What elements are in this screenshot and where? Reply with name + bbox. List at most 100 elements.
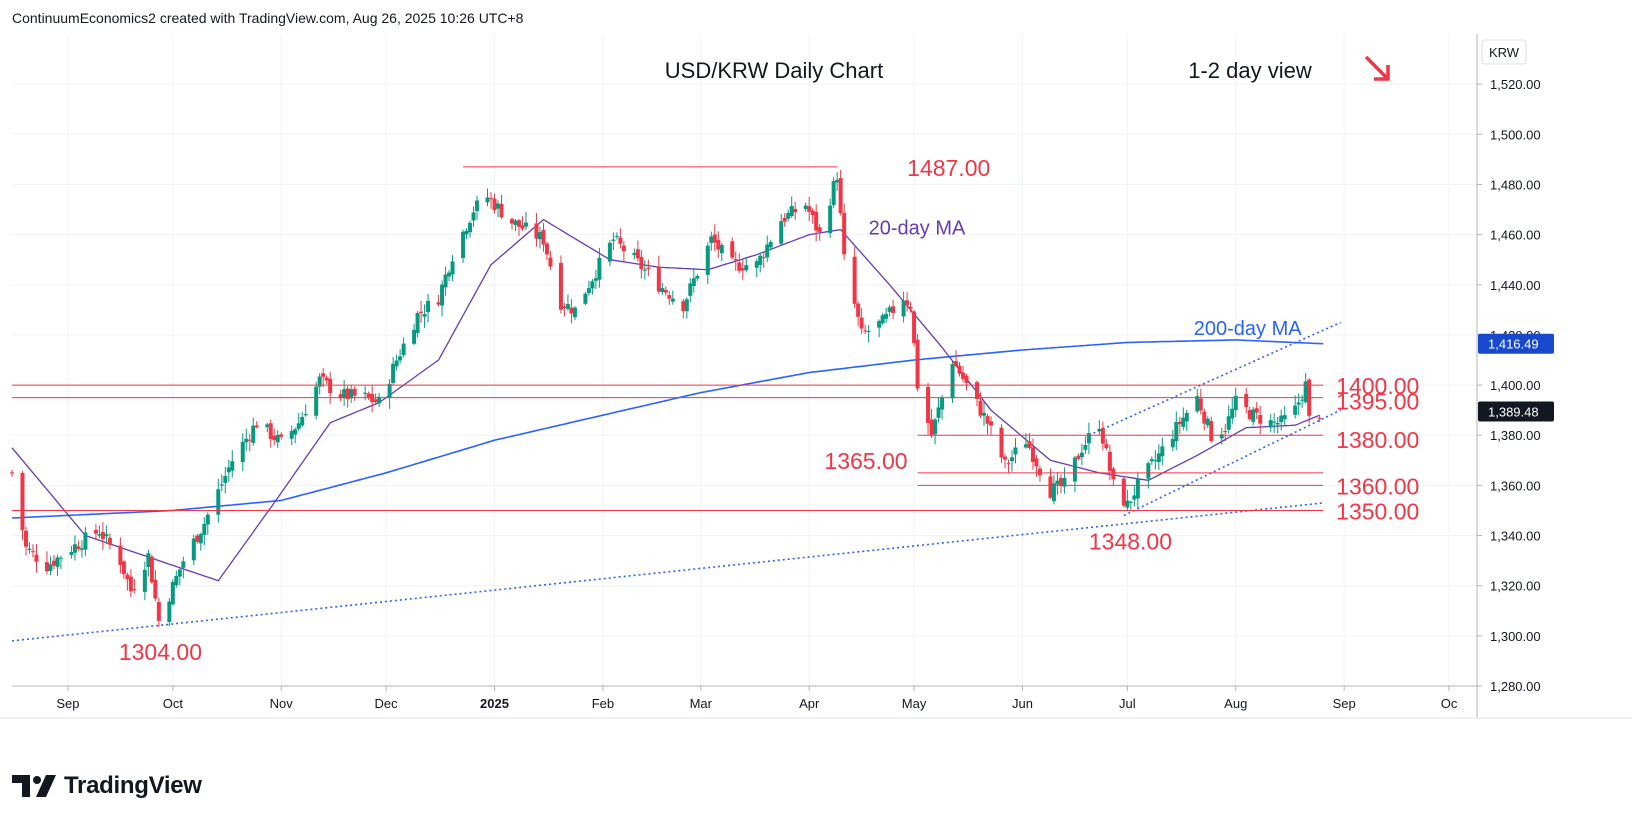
candle bbox=[251, 417, 256, 446]
candle bbox=[754, 258, 759, 278]
candle-body bbox=[443, 274, 448, 288]
x-tick-label: Sep bbox=[1333, 696, 1356, 711]
candle-body bbox=[758, 255, 763, 265]
series-label: 20-day MA bbox=[869, 218, 966, 240]
candle-body bbox=[537, 232, 542, 240]
candle bbox=[153, 570, 158, 602]
candle bbox=[954, 350, 959, 368]
candle-body bbox=[516, 220, 521, 227]
candle bbox=[69, 546, 74, 559]
candle bbox=[443, 266, 448, 296]
candle-body bbox=[509, 218, 514, 224]
candle bbox=[146, 549, 151, 577]
chart-grid bbox=[12, 34, 1477, 687]
candle bbox=[1027, 433, 1032, 451]
candle bbox=[321, 368, 326, 388]
candle-body bbox=[1317, 417, 1322, 419]
moving-averages bbox=[11, 218, 1324, 582]
candle-body bbox=[761, 257, 766, 259]
candle-body bbox=[1076, 455, 1081, 460]
candle-body bbox=[1149, 459, 1154, 462]
candle bbox=[76, 540, 81, 552]
candle bbox=[349, 384, 354, 403]
candle-body bbox=[93, 529, 98, 534]
y-tick-label: 1,320.00 bbox=[1490, 579, 1541, 594]
candle bbox=[593, 269, 598, 290]
candle bbox=[1279, 409, 1284, 431]
candle bbox=[23, 526, 28, 556]
candle bbox=[534, 213, 539, 247]
candle bbox=[999, 424, 1004, 463]
candle-body bbox=[76, 546, 81, 550]
candle-body bbox=[779, 221, 784, 244]
last-price-label: 1,389.48 bbox=[1488, 404, 1539, 419]
candle bbox=[1205, 416, 1210, 429]
candle-body bbox=[1111, 468, 1116, 480]
candle bbox=[548, 251, 553, 271]
candle bbox=[1058, 474, 1063, 494]
candle-body bbox=[174, 575, 179, 586]
candle bbox=[401, 337, 406, 358]
candle-body bbox=[240, 441, 245, 463]
candle-body bbox=[251, 425, 256, 443]
candle bbox=[107, 533, 112, 550]
candle bbox=[422, 304, 427, 328]
candle bbox=[572, 306, 577, 321]
candle-body bbox=[520, 225, 525, 229]
candle bbox=[817, 224, 822, 241]
candle bbox=[1104, 439, 1109, 451]
candle-body bbox=[461, 231, 466, 259]
candle-body bbox=[1083, 445, 1088, 450]
candle-body bbox=[1279, 415, 1284, 423]
candle-body bbox=[230, 461, 235, 471]
candle-body bbox=[765, 244, 770, 258]
candle bbox=[216, 478, 221, 523]
candle bbox=[936, 397, 941, 423]
candle bbox=[789, 196, 794, 218]
candle bbox=[177, 568, 182, 586]
candle bbox=[202, 517, 207, 546]
candle-body bbox=[891, 306, 896, 314]
candle bbox=[950, 360, 955, 404]
candle-body bbox=[964, 375, 969, 383]
candle bbox=[1247, 407, 1252, 421]
candle-body bbox=[338, 394, 343, 399]
level-label: 1350.00 bbox=[1336, 498, 1419, 524]
candle bbox=[394, 354, 399, 371]
candle-body bbox=[842, 212, 847, 255]
candle-body bbox=[999, 427, 1004, 458]
candle-body bbox=[247, 439, 252, 441]
candle bbox=[667, 291, 672, 305]
candle-body bbox=[768, 242, 773, 248]
candle bbox=[1002, 453, 1007, 469]
candle-body bbox=[1300, 399, 1305, 401]
candle bbox=[618, 228, 623, 249]
candle bbox=[44, 551, 49, 575]
candle bbox=[688, 278, 693, 303]
candle-body bbox=[149, 556, 154, 583]
candle bbox=[468, 220, 473, 238]
candle-body bbox=[642, 269, 647, 271]
candle bbox=[128, 569, 133, 598]
candle bbox=[541, 222, 546, 252]
candle bbox=[793, 201, 798, 220]
candle bbox=[782, 212, 787, 227]
candle bbox=[642, 260, 647, 280]
brand-name: TradingView bbox=[64, 772, 202, 799]
candle-body bbox=[611, 239, 616, 241]
candle-body bbox=[646, 267, 651, 269]
y-tick-label: 1,480.00 bbox=[1490, 177, 1541, 192]
candle-body bbox=[198, 533, 203, 544]
candle-body bbox=[541, 229, 546, 245]
candle-body bbox=[125, 574, 130, 580]
candle-body bbox=[954, 361, 959, 367]
candle bbox=[293, 427, 298, 444]
candle-body bbox=[828, 205, 833, 234]
candle-body bbox=[1230, 408, 1235, 419]
candle bbox=[1251, 407, 1256, 426]
x-tick-label: Oc bbox=[1441, 696, 1458, 711]
candle bbox=[590, 279, 595, 295]
y-tick-label: 1,460.00 bbox=[1490, 228, 1541, 243]
trendlines bbox=[11, 321, 1341, 642]
